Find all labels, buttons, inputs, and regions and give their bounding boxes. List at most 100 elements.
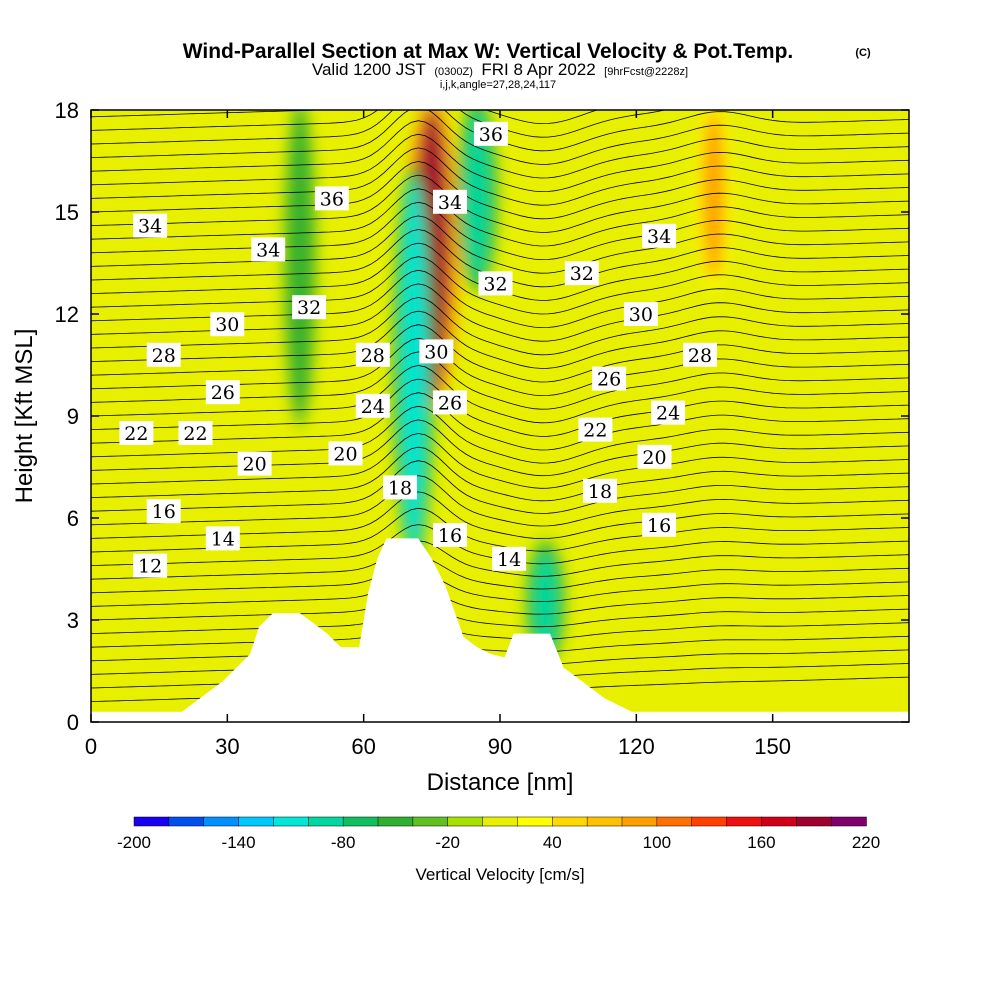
contour-label: 20 xyxy=(637,444,672,469)
colorbar-swatch xyxy=(308,816,344,827)
colorbar-tick-label: 100 xyxy=(643,833,671,852)
isentrope-line xyxy=(91,188,909,247)
contour-label-bg xyxy=(683,342,717,367)
contour-label: 36 xyxy=(314,186,349,211)
contour-label-text: 20 xyxy=(642,447,666,469)
isentrope-line xyxy=(91,540,909,580)
contour-label-bg xyxy=(205,380,240,405)
contour-label: 32 xyxy=(478,271,513,296)
isentrope-line xyxy=(91,460,909,514)
contour-label: 12 xyxy=(133,553,168,578)
colorbar-label: Vertical Velocity [cm/s] xyxy=(415,865,584,884)
contour-label-text: 12 xyxy=(138,556,162,578)
colorbar-swatch xyxy=(238,816,275,827)
colorbar-swatch xyxy=(656,816,693,827)
terrain xyxy=(91,538,909,722)
contour-label-bg xyxy=(642,512,677,537)
isentrope-line xyxy=(91,433,909,489)
isentrope-line xyxy=(91,201,909,261)
contour-label-text: 32 xyxy=(297,297,321,319)
colorbar-swatch xyxy=(691,816,728,827)
isentrope-line xyxy=(91,589,909,621)
y-tick-label: 3 xyxy=(67,608,79,633)
contour-label-bg xyxy=(637,444,672,469)
isentrope-line xyxy=(91,605,909,634)
isentrope-line xyxy=(91,573,909,607)
contour-label: 18 xyxy=(383,475,417,500)
contour-label: 18 xyxy=(583,478,617,503)
contour-label: 22 xyxy=(119,421,154,445)
colorbar: -200 -140 -80 -20 40 100 160 220 xyxy=(117,816,880,852)
isentrope-line xyxy=(91,475,909,527)
contour-label-text: 16 xyxy=(438,525,462,547)
contour-label-text: 28 xyxy=(152,345,176,367)
contour-label-bg xyxy=(146,499,181,524)
x-axis-label: Distance [nm] xyxy=(427,769,574,796)
contour-label: 34 xyxy=(251,237,286,262)
velocity-plume-core xyxy=(464,110,491,280)
contour-label-text: 16 xyxy=(152,501,176,523)
contour-label-bg xyxy=(355,393,390,418)
contour-label: 14 xyxy=(205,526,240,551)
contour-label: 24 xyxy=(651,400,686,425)
plot-area xyxy=(91,110,909,722)
contour-label-bg xyxy=(433,523,467,547)
contour-label: 34 xyxy=(642,223,677,248)
colorbar-tick-label: -80 xyxy=(331,833,356,852)
colorbar-swatch xyxy=(796,816,832,827)
chart-subtitle-indices: i,j,k,angle=27,28,24,117 xyxy=(440,79,556,91)
contour-label-bg xyxy=(583,478,617,503)
isentrope-line xyxy=(91,378,909,437)
colorbar-tick-label: 160 xyxy=(747,833,775,852)
contour-label-bg xyxy=(178,421,213,445)
isentrope-line xyxy=(91,556,909,594)
isentrope-line xyxy=(91,392,909,451)
isentrope-line xyxy=(91,110,909,165)
y-tick-label: 6 xyxy=(67,506,79,531)
contour-label: 26 xyxy=(433,390,467,415)
contour-label-bg xyxy=(314,186,349,211)
colorbar-swatch xyxy=(133,816,170,827)
contour-label-bg xyxy=(473,121,508,146)
contour-label-bg xyxy=(419,339,454,364)
isentrope-line xyxy=(91,256,909,315)
x-tick-label: 60 xyxy=(351,734,375,759)
contour-label-bg xyxy=(433,189,467,214)
contour-label-bg xyxy=(355,342,390,367)
x-tick-label: 0 xyxy=(85,734,97,759)
contour-label-text: 34 xyxy=(647,226,671,248)
contour-label-text: 26 xyxy=(211,382,235,404)
colorbar-swatch xyxy=(412,816,449,827)
contour-label: 32 xyxy=(292,295,327,320)
contour-label: 36 xyxy=(473,121,508,146)
contour-label-text: 28 xyxy=(361,345,385,367)
subtitle-forecast: [9hrFcst@2228z] xyxy=(604,66,688,78)
isentrope-line xyxy=(91,147,909,206)
contour-label-text: 14 xyxy=(211,528,235,550)
contour-label-text: 34 xyxy=(256,239,280,261)
subtitle-valid-time: Valid 1200 JST xyxy=(312,60,426,79)
subtitle-date: FRI 8 Apr 2022 xyxy=(481,60,595,79)
colorbar-swatch xyxy=(342,816,379,827)
contour-label-bg xyxy=(210,312,245,337)
x-tick-label: 90 xyxy=(488,734,512,759)
y-tick-label: 18 xyxy=(55,98,79,123)
chart-subtitle: Valid 1200 JST (0300Z) FRI 8 Apr 2022 [9… xyxy=(312,60,688,79)
colorbar-swatch xyxy=(203,816,240,827)
title-copyright-mark: (C) xyxy=(855,47,871,59)
colorbar-swatch xyxy=(377,816,414,827)
contour-label-bg xyxy=(292,295,327,320)
isentrope-line xyxy=(91,365,909,424)
contour-label-bg xyxy=(478,271,513,296)
contour-label-text: 36 xyxy=(320,188,344,210)
colorbar-tick-label: 220 xyxy=(852,833,880,852)
velocity-plume-core xyxy=(400,178,428,552)
contour-label-bg xyxy=(492,546,527,571)
y-tick-label: 9 xyxy=(67,404,79,429)
contour-label-text: 18 xyxy=(588,481,612,503)
colorbar-swatch xyxy=(621,816,658,827)
contour-label-text: 34 xyxy=(138,216,162,238)
contour-label-text: 36 xyxy=(479,124,503,146)
contour-label-layer: 34 36 34 36 34 34 32 32 32 30 30 30 28 28 28 26 26 26 24 24… xyxy=(119,121,717,578)
